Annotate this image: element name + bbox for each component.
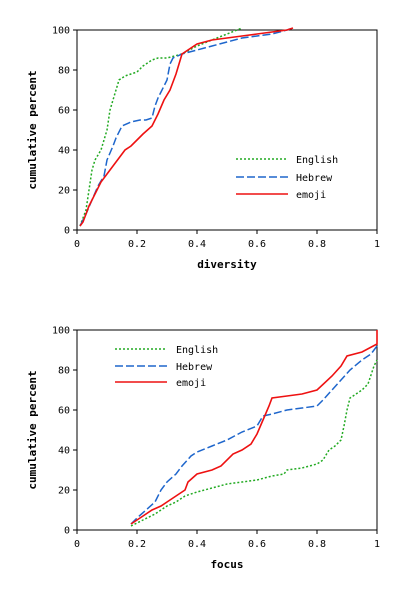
y-axis-title: cumulative percent [26, 370, 39, 489]
plot-frame [76, 29, 378, 231]
x-tick-label: 0.8 [308, 539, 326, 550]
legend-label-english: English [176, 345, 218, 356]
y-axis-title: cumulative percent [26, 70, 39, 189]
x-tick-label: 0.2 [128, 239, 146, 250]
legend-label-english: English [296, 155, 338, 166]
legend-label-hebrew: Hebrew [176, 362, 213, 373]
legend: English Hebrew emoji [236, 155, 338, 201]
x-tick-label: 0.4 [188, 539, 206, 550]
x-tick-label: 1 [374, 239, 380, 250]
series-line-hebrew [79, 27, 294, 227]
legend-label-emoji: emoji [296, 190, 326, 201]
x-tick-label: 0.4 [188, 239, 206, 250]
legend: English Hebrew emoji [115, 345, 218, 389]
series-line-emoji [79, 27, 294, 227]
series-line-hebrew [130, 345, 378, 525]
x-tick-label: 0.2 [128, 539, 146, 550]
x-tick-label: 0.6 [248, 539, 266, 550]
x-axis-title: diversity [197, 258, 257, 271]
x-tick-label: 0.6 [248, 239, 266, 250]
y-tick-label: 20 [58, 186, 70, 197]
series-line-emoji [130, 330, 378, 525]
y-tick-label: 80 [58, 66, 70, 77]
x-axis-title: focus [210, 558, 243, 571]
y-tick-label: 40 [58, 146, 70, 157]
x-tick-label: 0 [74, 239, 80, 250]
y-tick-label: 100 [52, 326, 70, 337]
y-tick-label: 20 [58, 486, 70, 497]
focus-chart: 0 0.2 0.4 0.6 0.8 1 0 20 40 60 80 100 focus cumulat… [26, 326, 380, 572]
legend-label-hebrew: Hebrew [296, 173, 333, 184]
diversity-chart: 0 0.2 0.4 0.6 0.8 1 0 20 40 60 80 100 diversity cum… [26, 26, 380, 272]
x-tick-label: 1 [374, 539, 380, 550]
plot-frame [76, 329, 378, 531]
series-line-english [79, 27, 243, 227]
y-tick-label: 100 [52, 26, 70, 37]
y-tick-label: 0 [64, 226, 70, 237]
y-tick-label: 40 [58, 446, 70, 457]
series-line-english [130, 359, 378, 527]
legend-label-emoji: emoji [176, 378, 206, 389]
x-tick-label: 0.8 [308, 239, 326, 250]
y-tick-label: 60 [58, 406, 70, 417]
y-tick-label: 80 [58, 366, 70, 377]
y-tick-label: 60 [58, 106, 70, 117]
y-tick-label: 0 [64, 526, 70, 537]
x-tick-label: 0 [74, 539, 80, 550]
